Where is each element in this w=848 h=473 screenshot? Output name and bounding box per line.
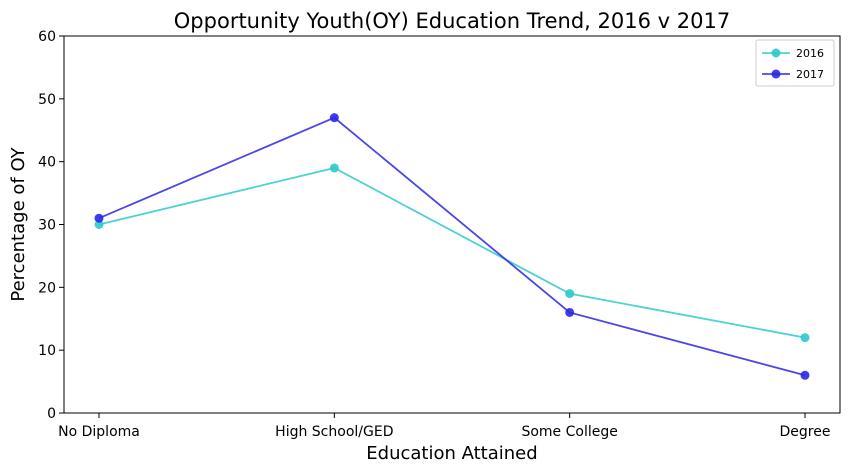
- y-tick-label: 0: [47, 406, 56, 422]
- plot-area: [63, 35, 841, 414]
- legend-label: 2017: [796, 68, 824, 81]
- plot-frame: [63, 35, 841, 414]
- x-tick-label: Degree: [780, 424, 831, 440]
- data-point: [94, 220, 104, 229]
- data-point: [94, 213, 104, 223]
- x-axis-title: Education Attained: [366, 443, 537, 464]
- data-point: [800, 370, 810, 380]
- y-axis-title: Percentage of OY: [8, 146, 29, 301]
- legend-marker: [771, 48, 781, 58]
- y-tick-label: 60: [38, 29, 56, 45]
- legend: 2016 2017: [755, 39, 835, 87]
- data-point: [329, 163, 339, 173]
- series-2016: [94, 163, 810, 343]
- y-tick-label: 10: [38, 343, 56, 359]
- series-2017: [94, 113, 810, 380]
- data-point: [329, 113, 339, 123]
- series-layer: [94, 113, 810, 380]
- legend-marker: [771, 69, 781, 79]
- series-line: [98, 166, 806, 339]
- x-tick-label: High School/GED: [275, 424, 393, 440]
- series-line: [98, 116, 806, 377]
- y-tick-label: 50: [38, 92, 56, 108]
- data-point: [565, 307, 575, 317]
- legend-entry-2017: 2017: [762, 68, 824, 81]
- x-axis-ticks: No Diploma High School/GED Some College Deg…: [58, 413, 830, 440]
- x-tick-label: Some College: [521, 424, 617, 440]
- x-tick-label: No Diploma: [58, 424, 140, 440]
- data-point: [565, 289, 575, 299]
- y-axis-ticks: 0 10 20 30 40 50 60: [38, 29, 64, 422]
- chart-title: Opportunity Youth(OY) Education Trend, 2…: [174, 9, 730, 33]
- legend-label: 2016: [796, 47, 824, 60]
- data-point: [800, 333, 810, 343]
- y-tick-label: 40: [38, 155, 56, 171]
- legend-entry-2016: 2016: [762, 47, 824, 60]
- y-tick-label: 20: [38, 280, 56, 296]
- y-tick-label: 30: [38, 218, 56, 234]
